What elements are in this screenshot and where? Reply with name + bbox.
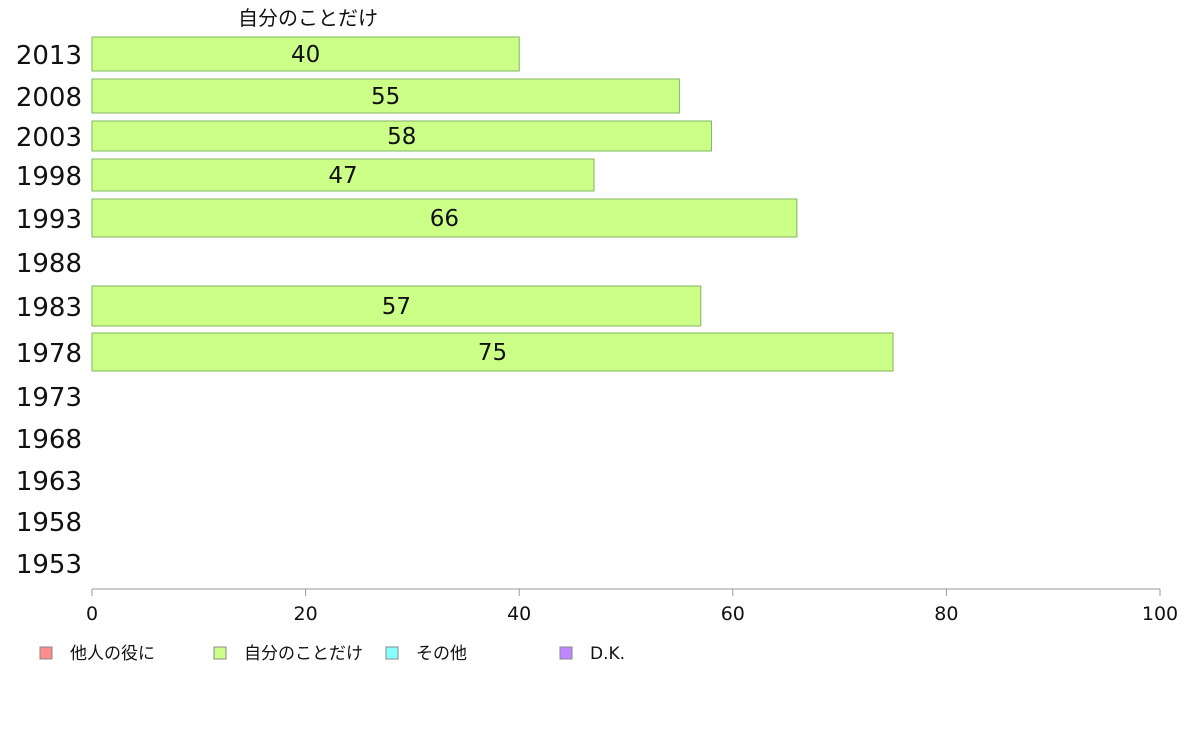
bar-label-1998: 47 <box>328 163 357 189</box>
bar-1983 <box>91 285 702 327</box>
category-label-1973: 1973 <box>16 383 82 413</box>
x-axis: 0 20 40 60 80 100 <box>86 588 1178 625</box>
legend-label-3: D.K. <box>590 644 625 664</box>
legend: 他人の役に 自分のことだけ その他 D.K. <box>39 644 625 664</box>
bar-label-1983: 57 <box>382 294 411 320</box>
category-label-1963: 1963 <box>16 467 82 497</box>
category-label-1993: 1993 <box>16 205 82 235</box>
bar-2013 <box>91 36 520 72</box>
category-labels: 2013 2008 2003 1998 1993 1988 1983 1978 1973 1968… <box>16 41 82 580</box>
category-label-1983: 1983 <box>16 293 82 323</box>
category-label-1968: 1968 <box>16 425 82 455</box>
legend-swatch-3 <box>559 646 573 660</box>
bar-label-2008: 55 <box>371 84 400 110</box>
bar-label-1993: 66 <box>430 206 459 232</box>
bar-1998 <box>91 158 595 192</box>
bars <box>91 36 894 372</box>
legend-label-1: 自分のことだけ <box>244 644 363 664</box>
category-label-1953: 1953 <box>16 550 82 580</box>
x-tick-label-100: 100 <box>1142 603 1178 625</box>
legend-label-2: その他 <box>416 644 467 664</box>
bar-label-1978: 75 <box>478 340 507 366</box>
bar-label-2013: 40 <box>291 42 320 68</box>
bar-2008 <box>91 78 680 114</box>
legend-swatch-0 <box>39 646 53 660</box>
x-tick-label-80: 80 <box>934 603 958 625</box>
category-label-1988: 1988 <box>16 249 82 279</box>
bar-label-2003: 58 <box>387 124 416 150</box>
bar-1978 <box>91 332 894 372</box>
legend-swatch-2 <box>385 646 399 660</box>
category-label-1978: 1978 <box>16 339 82 369</box>
category-label-1958: 1958 <box>16 508 82 538</box>
x-tick-label-20: 20 <box>294 603 318 625</box>
series-title: 自分のことだけ <box>238 6 378 30</box>
x-tick-label-40: 40 <box>507 603 531 625</box>
bar-1993 <box>91 198 798 238</box>
category-label-2008: 2008 <box>16 83 82 113</box>
category-label-2003: 2003 <box>16 123 82 153</box>
x-tick-label-0: 0 <box>86 603 98 625</box>
bar-2003 <box>91 120 712 152</box>
bar-value-labels: 40 55 58 47 66 57 75 <box>291 42 507 366</box>
category-label-2013: 2013 <box>16 41 82 71</box>
x-tick-label-60: 60 <box>721 603 745 625</box>
legend-swatch-1 <box>213 646 227 660</box>
category-label-1998: 1998 <box>16 162 82 192</box>
legend-label-0: 他人の役に <box>70 644 155 664</box>
